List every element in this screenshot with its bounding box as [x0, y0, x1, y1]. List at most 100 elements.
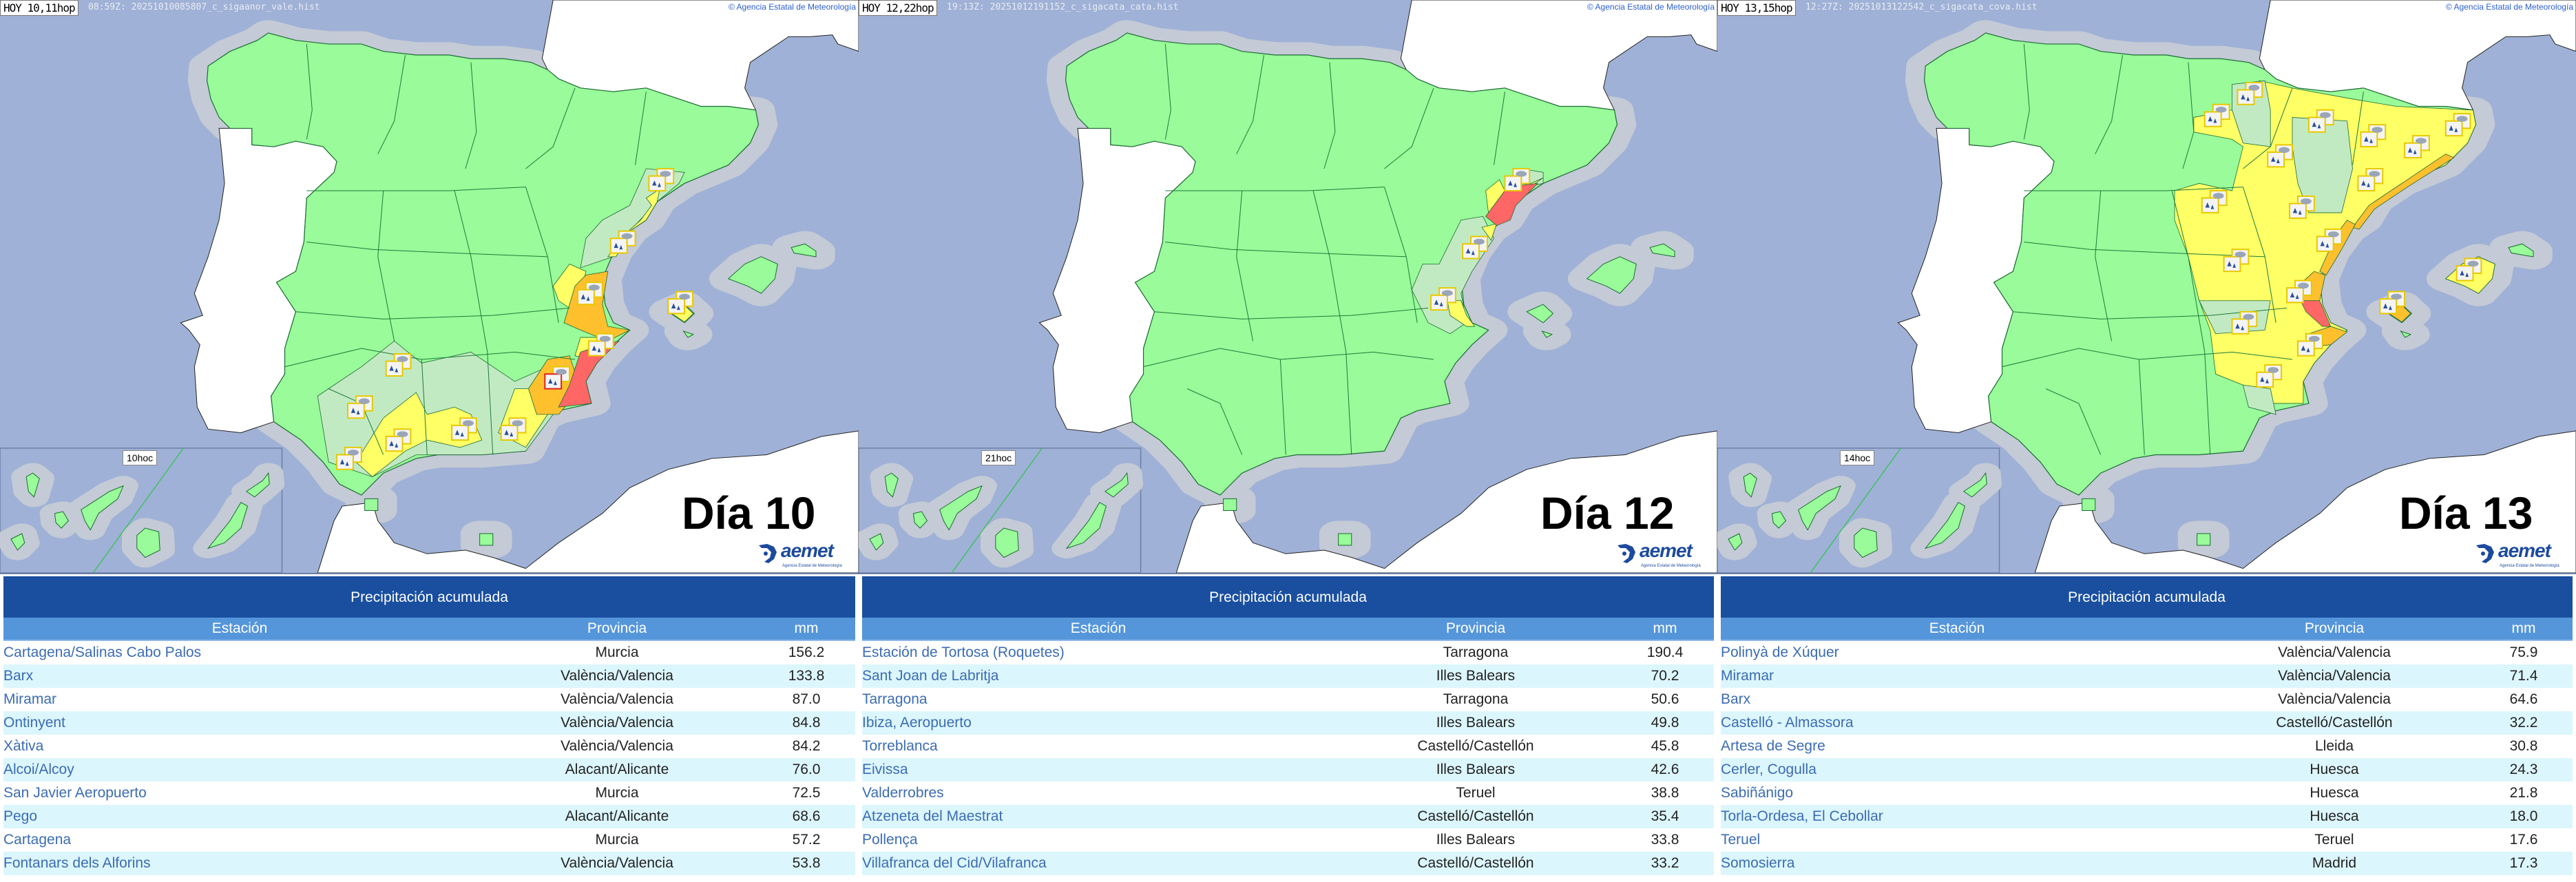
island-mallorca[interactable]	[729, 257, 778, 293]
station-link[interactable]: Torla-Ordesa, El Cebollar	[1721, 808, 1883, 824]
rain-storm-warning-icon[interactable]	[2238, 83, 2263, 105]
column-header-station[interactable]: Estación	[1929, 620, 1985, 636]
station-link[interactable]: San Javier Aeropuerto	[3, 785, 147, 801]
rain-storm-warning-icon[interactable]	[1505, 169, 1529, 191]
region-ceuta[interactable]	[365, 498, 378, 510]
rain-storm-warning-icon[interactable]	[545, 367, 569, 389]
warning-zone-red[interactable]	[558, 341, 618, 407]
canary-island[interactable]	[1728, 534, 1742, 550]
station-link[interactable]: Atzeneta del Maestrat	[862, 808, 1003, 824]
island-mallorca[interactable]	[1587, 257, 1637, 293]
warning-zone-red[interactable]	[2301, 301, 2331, 326]
canary-island[interactable]	[996, 528, 1018, 558]
station-link[interactable]: Xàtiva	[3, 738, 44, 754]
island-ibiza[interactable]	[1527, 304, 1553, 323]
island-formentera[interactable]	[1542, 331, 1552, 337]
column-header-station[interactable]: Estación	[211, 620, 268, 636]
canary-island[interactable]	[914, 512, 928, 528]
canary-island[interactable]	[885, 473, 898, 497]
rain-storm-warning-icon[interactable]	[2457, 259, 2482, 281]
canary-island[interactable]	[11, 534, 25, 550]
station-link[interactable]: Fontanars dels Alforins	[3, 855, 151, 871]
canary-island[interactable]	[55, 512, 69, 528]
canary-island[interactable]	[940, 486, 982, 530]
station-link[interactable]: Polinyà de Xúquer	[1721, 644, 1839, 660]
warning-zone-no-warning-light[interactable]	[2292, 117, 2352, 212]
region-melilla[interactable]	[1339, 534, 1352, 545]
credit-link[interactable]: © Agencia Estatal de Meteorología	[729, 2, 856, 12]
rain-storm-warning-icon[interactable]	[348, 396, 373, 418]
region-melilla[interactable]	[480, 534, 493, 545]
rain-storm-warning-icon[interactable]	[2290, 196, 2314, 218]
station-link[interactable]: Teruel	[1721, 832, 1761, 848]
rain-storm-warning-icon[interactable]	[578, 282, 603, 304]
station-link[interactable]: Sant Joan de Labritja	[862, 668, 999, 684]
rain-storm-warning-icon[interactable]	[668, 291, 693, 313]
warning-map[interactable]	[1717, 0, 2576, 573]
canary-island[interactable]	[1105, 473, 1128, 497]
column-header-province[interactable]: Provincia	[1445, 620, 1506, 636]
rain-storm-warning-icon[interactable]	[452, 418, 477, 440]
station-link[interactable]: Miramar	[3, 691, 56, 707]
station-link[interactable]: Cerler, Cogulla	[1721, 762, 1816, 777]
island-menorca[interactable]	[2509, 244, 2533, 257]
rain-storm-warning-icon[interactable]	[2405, 136, 2429, 158]
rain-storm-warning-icon[interactable]	[589, 334, 614, 356]
canary-island[interactable]	[1743, 473, 1757, 497]
rain-storm-warning-icon[interactable]	[2256, 365, 2281, 387]
island-formentera[interactable]	[684, 331, 693, 337]
station-link[interactable]: Ontinyent	[3, 715, 65, 731]
rain-storm-warning-icon[interactable]	[611, 231, 636, 253]
rain-storm-warning-icon[interactable]	[2287, 280, 2312, 302]
rain-storm-warning-icon[interactable]	[1463, 237, 1487, 259]
region-melilla[interactable]	[2197, 534, 2210, 545]
rain-storm-warning-icon[interactable]	[2309, 110, 2334, 132]
canary-island[interactable]	[1925, 503, 1965, 549]
station-link[interactable]: Barx	[3, 668, 34, 684]
canary-island[interactable]	[26, 473, 39, 497]
canary-island[interactable]	[137, 528, 160, 558]
canary-island[interactable]	[1772, 512, 1786, 528]
station-link[interactable]: Alcoi/Alcoy	[3, 762, 74, 777]
station-link[interactable]: Artesa de Segre	[1721, 738, 1825, 754]
island-formentera[interactable]	[2401, 331, 2411, 337]
station-link[interactable]: Castelló - Almassora	[1721, 715, 1854, 731]
rain-storm-warning-icon[interactable]	[2268, 145, 2292, 167]
station-link[interactable]: Miramar	[1721, 668, 1774, 684]
station-link[interactable]: Estación de Tortosa (Roquetes)	[862, 644, 1065, 660]
canary-island[interactable]	[870, 534, 883, 550]
island-menorca[interactable]	[791, 244, 816, 257]
region-ceuta[interactable]	[2082, 498, 2095, 510]
warning-map[interactable]	[859, 0, 1717, 573]
rain-storm-warning-icon[interactable]	[501, 418, 526, 440]
station-link[interactable]: Villafranca del Cid/Vilafranca	[862, 855, 1047, 871]
rain-storm-warning-icon[interactable]	[2380, 291, 2405, 313]
canary-island[interactable]	[81, 486, 123, 530]
column-header-province[interactable]: Provincia	[2304, 620, 2365, 636]
canary-island[interactable]	[1067, 503, 1106, 549]
rain-storm-warning-icon[interactable]	[386, 429, 411, 451]
rain-storm-warning-icon[interactable]	[2358, 169, 2383, 191]
station-link[interactable]: Pollença	[862, 832, 918, 848]
column-header-station[interactable]: Estación	[1070, 620, 1127, 636]
canary-island[interactable]	[208, 503, 247, 549]
rain-storm-warning-icon[interactable]	[2298, 334, 2323, 356]
column-header-province[interactable]: Provincia	[587, 620, 647, 636]
rain-storm-warning-icon[interactable]	[337, 448, 362, 470]
rain-storm-warning-icon[interactable]	[2360, 125, 2385, 147]
warning-zone-orange[interactable]	[2353, 154, 2454, 229]
credit-link[interactable]: © Agencia Estatal de Meteorología	[1587, 2, 1715, 12]
rain-storm-warning-icon[interactable]	[2446, 114, 2471, 136]
station-link[interactable]: Cartagena/Salinas Cabo Palos	[3, 644, 202, 660]
canary-island[interactable]	[247, 473, 269, 497]
credit-link[interactable]: © Agencia Estatal de Meteorología	[2446, 2, 2573, 12]
warning-zone-orange[interactable]	[564, 271, 629, 341]
station-link[interactable]: Ibiza, Aeropuerto	[862, 715, 972, 731]
warning-zone-yellow[interactable]	[356, 392, 482, 477]
warning-map[interactable]	[0, 0, 859, 573]
canary-island[interactable]	[1964, 473, 1987, 497]
warning-zone-yellow[interactable]	[1447, 301, 1475, 326]
station-link[interactable]: Sabiñánigo	[1721, 785, 1794, 801]
station-link[interactable]: Pego	[3, 808, 38, 824]
rain-storm-warning-icon[interactable]	[2317, 229, 2342, 251]
